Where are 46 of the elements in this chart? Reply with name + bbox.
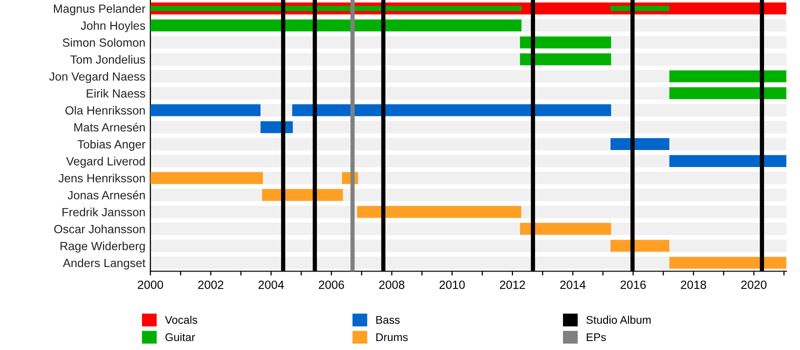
bar xyxy=(357,206,522,218)
y-tick-label: Anders Langset xyxy=(62,258,146,270)
x-tick-label: 2000 xyxy=(138,280,164,289)
x-tick-label: 2004 xyxy=(258,280,284,289)
y-tick-label: Jon Vegard Naess xyxy=(49,72,146,84)
bar xyxy=(669,70,786,82)
x-tick-label: 2008 xyxy=(379,280,404,289)
bar xyxy=(520,222,612,235)
bar xyxy=(669,256,786,269)
y-tick-label: Jens Henriksson xyxy=(58,174,145,182)
bar xyxy=(610,6,670,12)
y-tick-label: Tom Jondelius xyxy=(70,55,146,64)
y-tick-label: Magnus Pelander xyxy=(54,4,146,16)
bar xyxy=(669,155,786,167)
legend-label: Guitar xyxy=(165,332,195,342)
bar xyxy=(610,240,670,252)
bar xyxy=(610,138,670,150)
x-tick-label: 2012 xyxy=(500,280,525,289)
x-tick-label: 2010 xyxy=(440,280,465,289)
bar xyxy=(150,172,263,184)
y-tick-label: Rage Widerberg xyxy=(60,242,145,253)
y-tick-label: John Hoyles xyxy=(80,21,146,32)
legend-label: Vocals xyxy=(164,316,198,324)
legend-label: Studio Album xyxy=(586,316,651,324)
y-tick-label: Ola Henriksson xyxy=(65,106,145,115)
x-tick-label: 2006 xyxy=(318,280,344,289)
y-tick-label: Tobias Anger xyxy=(78,140,146,151)
y-tick-label: Vegard Liverod xyxy=(66,156,145,168)
y-tick-label: Fredrik Jansson xyxy=(62,208,145,216)
y-tick-label: Eirik Naess xyxy=(86,88,146,98)
legend-label: Bass xyxy=(376,316,400,324)
legend-label: Drums xyxy=(376,333,408,342)
x-tick-label: 2016 xyxy=(620,280,646,289)
x-tick-label: 2014 xyxy=(560,280,586,289)
bar xyxy=(520,36,612,48)
bar xyxy=(150,104,261,116)
y-tick-label: Mats Arnesén xyxy=(74,122,145,132)
x-tick-label: 2020 xyxy=(741,280,766,289)
legend-label: EPs xyxy=(586,333,606,342)
x-tick-label: 2002 xyxy=(198,280,224,289)
bar xyxy=(520,53,612,66)
x-tick-label: 2018 xyxy=(680,280,706,289)
y-tick-label: Simon Solomon xyxy=(62,38,145,47)
y-tick-label: Jonas Arnesén xyxy=(68,190,145,200)
bar xyxy=(669,87,786,100)
y-tick-label: Oscar Johansson xyxy=(54,224,145,234)
